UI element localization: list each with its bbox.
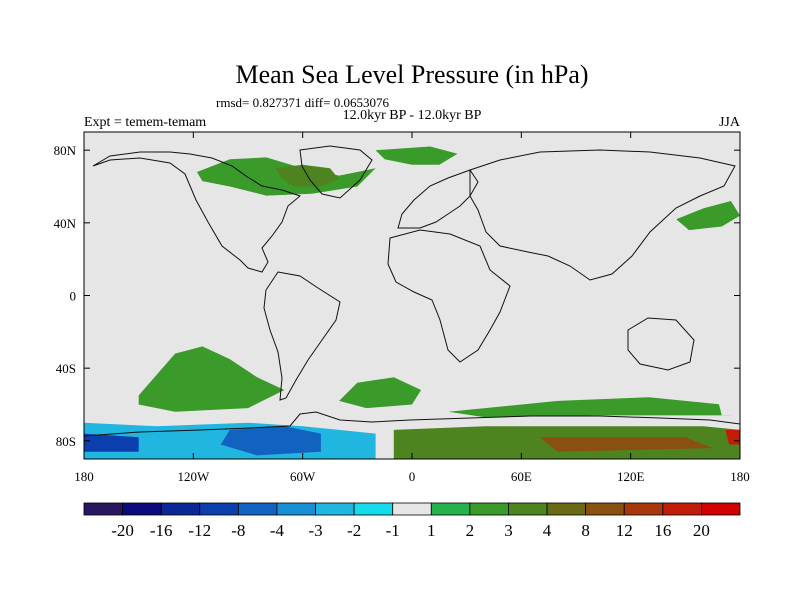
colorbar-label-9: 2	[466, 521, 475, 540]
x-tick-label-0: 180	[74, 469, 94, 484]
colorbar-label-3: -8	[231, 521, 245, 540]
y-tick-label-1: 40N	[54, 216, 77, 231]
australia-coast	[627, 317, 695, 371]
anomaly-region-12	[718, 395, 740, 416]
colorbar-label-5: -3	[308, 521, 322, 540]
colorbar-label-2: -12	[188, 521, 211, 540]
anomaly-region-7	[448, 132, 576, 145]
colorbar-label-15: 20	[693, 521, 710, 540]
colorbar-label-12: 8	[581, 521, 590, 540]
axis-ticks: 180 120W 60W 0 60E 120E 180 80N 40N 0 40S 80S	[54, 132, 750, 484]
x-tick-label-4: 60E	[511, 469, 532, 484]
greenland-coast	[299, 145, 373, 199]
experiment-label: Expt = temem-temam	[84, 115, 206, 130]
anomaly-region-9	[339, 377, 422, 409]
colorbar-box-0	[83, 502, 123, 516]
europe-coast	[397, 169, 479, 229]
anomaly-region-15	[84, 433, 139, 452]
y-tick-label-3: 40S	[56, 361, 76, 376]
africa-coast	[387, 229, 511, 363]
y-tick-label-0: 80N	[54, 143, 77, 158]
x-tick-label-3: 0	[409, 469, 416, 484]
anomaly-region-8	[138, 346, 285, 412]
anomaly-region-17	[539, 437, 713, 452]
south-america-coast	[263, 271, 341, 401]
colorbar-box-8	[392, 502, 432, 516]
stats-label: rmsd= 0.827371 diff= 0.0653076	[216, 95, 389, 110]
colorbar-box-3	[199, 502, 239, 516]
colorbar: -20 -16 -12 -8 -4 -3 -2 -1 1 2 3 4 8 12 16 20	[83, 502, 741, 540]
colorbar-box-13	[585, 502, 625, 516]
colorbar-box-16	[701, 502, 741, 516]
colorbar-box-10	[469, 502, 509, 516]
colorbar-label-10: 3	[504, 521, 513, 540]
colorbar-box-9	[430, 502, 471, 516]
colorbar-label-6: -2	[347, 521, 361, 540]
x-tick-label-6: 180	[730, 469, 750, 484]
anomaly-region-14	[220, 426, 321, 456]
chart-title: Mean Sea Level Pressure (in hPa)	[235, 60, 588, 89]
colorbar-label-11: 4	[543, 521, 552, 540]
colorbar-label-14: 16	[654, 521, 671, 540]
x-tick-label-5: 120E	[617, 469, 645, 484]
colorbar-box-15	[662, 502, 702, 516]
colorbar-label-13: 12	[616, 521, 633, 540]
season-label: JJA	[719, 115, 741, 130]
anomaly-region-11	[84, 379, 121, 412]
y-tick-label-4: 80S	[56, 434, 76, 449]
colorbar-box-7	[353, 502, 394, 516]
colorbar-label-0: -20	[111, 521, 134, 540]
colorbar-label-4: -4	[270, 521, 285, 540]
x-tick-label-1: 120W	[177, 469, 210, 484]
colorbar-box-12	[546, 502, 587, 516]
colorbar-label-8: 1	[427, 521, 436, 540]
map-frame	[83, 131, 741, 460]
anomaly-region-6	[84, 132, 194, 151]
north-america-coast	[92, 151, 302, 273]
x-tick-label-2: 60W	[290, 469, 316, 484]
colorbar-box-5	[276, 502, 316, 516]
coastlines	[84, 145, 740, 437]
anomaly-region-2	[211, 193, 285, 223]
colorbar-box-4	[237, 502, 278, 516]
anomaly-region-4	[375, 146, 458, 165]
colorbar-box-6	[315, 502, 355, 516]
asia-coast	[469, 149, 736, 281]
colorbar-label-1: -16	[150, 521, 173, 540]
antarctica-coast	[84, 411, 740, 437]
period-label: 12.0kyr BP - 12.0kyr BP	[343, 108, 482, 123]
anomaly-layer	[84, 132, 740, 459]
colorbar-label-7: -1	[386, 521, 400, 540]
y-tick-label-2: 0	[70, 289, 77, 304]
colorbar-box-14	[623, 502, 664, 516]
colorbar-box-11	[508, 502, 548, 516]
anomaly-region-5	[676, 201, 740, 231]
colorbar-box-1	[122, 502, 162, 516]
colorbar-box-2	[160, 502, 201, 516]
anomaly-region-10	[448, 397, 731, 418]
